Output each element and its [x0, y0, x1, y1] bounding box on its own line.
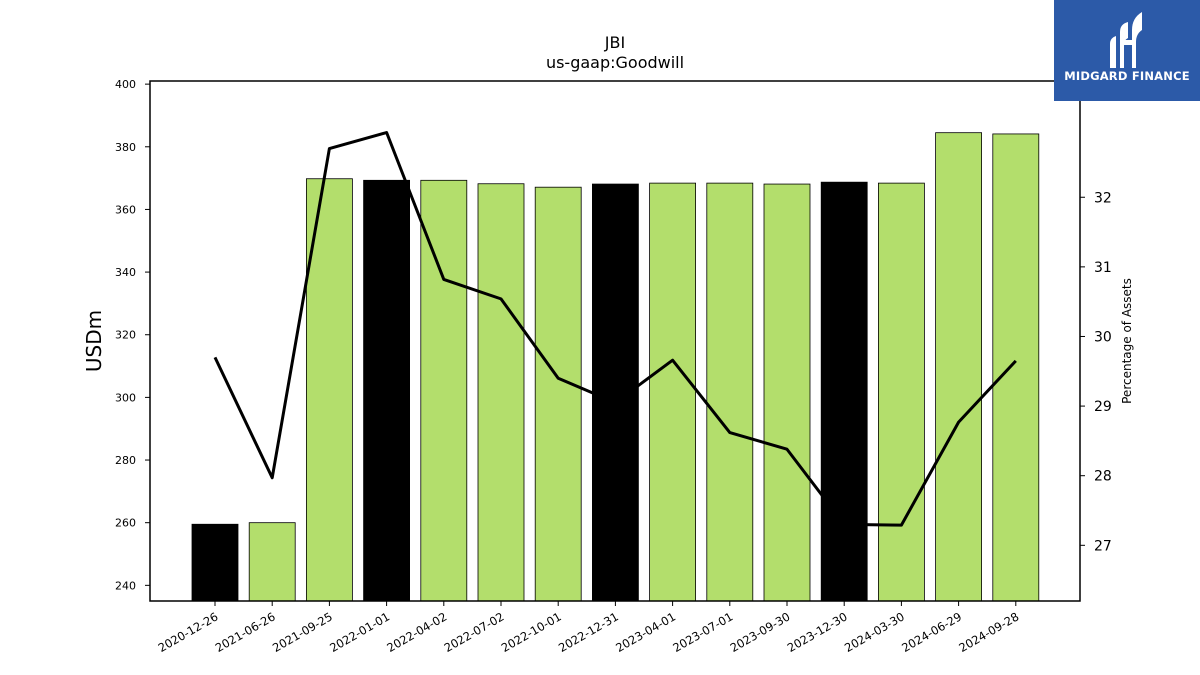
x-tick-label: 2023-07-01: [670, 609, 735, 655]
y2-tick-label: 27: [1094, 538, 1112, 554]
bar-2022-04-02: [420, 179, 468, 602]
bar-group: [191, 132, 1040, 602]
bar-2022-10-01: [534, 186, 582, 602]
y-axis-right: 27 28 29 30 31 32: [1080, 190, 1112, 554]
x-tick-label: 2020-12-26: [156, 609, 221, 655]
bar-2024-03-30: [878, 182, 925, 602]
logo-text: MIDGARD FINANCE: [1064, 69, 1190, 83]
x-tick-label: 2021-06-26: [213, 609, 278, 655]
x-tick-label: 2024-03-30: [842, 609, 907, 655]
bar-2021-06-26: [248, 522, 296, 602]
bar-2023-04-01: [649, 182, 696, 602]
y2-tick-label: 28: [1094, 469, 1112, 485]
logo-icon: [1110, 12, 1142, 68]
bar-2021-09-25: [305, 178, 353, 602]
x-axis: 2020-12-262021-06-262021-09-252022-01-01…: [156, 601, 1021, 655]
y-tick-label: 280: [115, 454, 136, 467]
y-tick-label: 320: [115, 329, 136, 342]
bar-2023-09-30: [763, 183, 811, 602]
x-tick-label: 2022-10-01: [499, 609, 564, 655]
x-tick-label: 2024-06-29: [899, 609, 964, 655]
percentage-line: [213, 131, 1017, 527]
x-tick-label: 2023-09-30: [728, 609, 793, 655]
bar-2024-06-29: [935, 132, 982, 602]
chart-subtitle: us-gaap:Goodwill: [546, 53, 684, 72]
x-tick-label: 2022-12-31: [556, 609, 621, 655]
x-tick-label: 2023-04-01: [613, 609, 678, 655]
bar-2022-01-01: [363, 179, 411, 602]
y2-tick-label: 31: [1094, 260, 1112, 276]
chart-title: JBI: [604, 33, 625, 52]
y2-tick-label: 30: [1094, 329, 1112, 345]
brand-logo: MIDGARD FINANCE: [1054, 0, 1200, 101]
x-tick-label: 2024-09-28: [956, 609, 1021, 655]
y-axis-left: 240 260 280 300 320 340 360 380 400: [115, 78, 150, 592]
x-tick-label: 2022-07-02: [442, 609, 507, 655]
y2-axis-label: Percentage of Assets: [1120, 278, 1134, 404]
y-tick-label: 380: [115, 141, 136, 154]
x-tick-label: 2022-04-02: [384, 609, 449, 655]
bar-2024-09-28: [992, 133, 1040, 602]
y2-tick-label: 29: [1094, 399, 1112, 415]
x-tick-label: 2022-01-01: [327, 609, 392, 655]
y-tick-label: 400: [115, 78, 136, 91]
bar-2020-12-26: [191, 523, 239, 602]
y-tick-label: 360: [115, 203, 136, 216]
bar-2023-12-30: [820, 181, 868, 602]
y-tick-label: 340: [115, 266, 136, 279]
x-tick-label: 2023-12-30: [785, 609, 850, 655]
bar-2023-07-01: [706, 182, 754, 602]
x-tick-label: 2021-09-25: [270, 609, 335, 655]
bar-2022-12-31: [592, 183, 639, 602]
bar-2022-07-02: [477, 183, 525, 602]
y-tick-label: 300: [115, 391, 136, 404]
y-tick-label: 240: [115, 579, 136, 592]
y-axis-label: USDm: [82, 310, 106, 372]
y-tick-label: 260: [115, 517, 136, 530]
y2-tick-label: 32: [1094, 190, 1112, 206]
